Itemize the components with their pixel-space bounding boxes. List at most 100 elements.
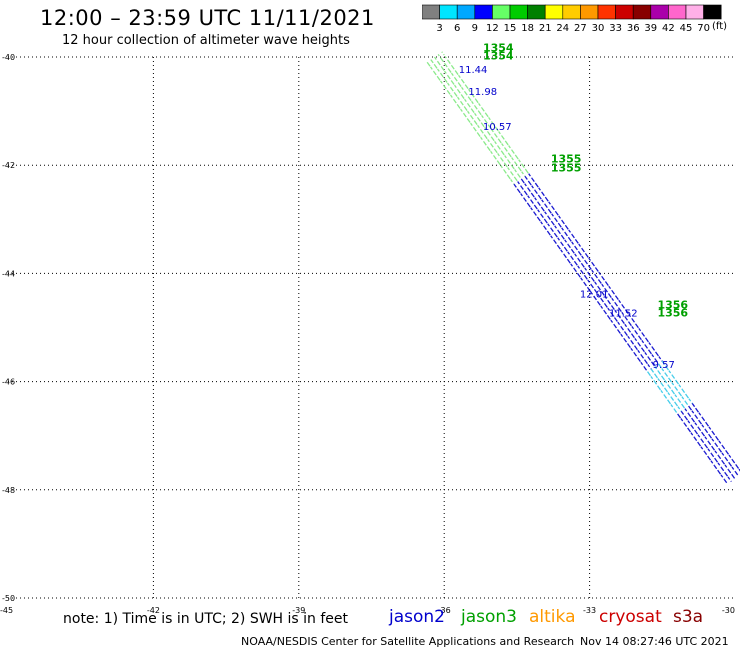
colorbar-tick-label: 18 <box>521 23 534 34</box>
track-segment <box>490 136 496 142</box>
track-segment <box>601 283 606 290</box>
colorbar-tick-label: 30 <box>592 23 605 34</box>
track-segment <box>534 189 539 196</box>
track-segment <box>450 87 455 93</box>
track-segment <box>513 176 519 182</box>
track-segment <box>590 291 595 298</box>
track-segment <box>714 443 720 449</box>
track-segment <box>544 196 550 203</box>
track-segment <box>526 202 532 208</box>
track-segment <box>630 347 635 354</box>
track-segment <box>436 75 442 82</box>
track-segment <box>570 248 576 255</box>
track-segment <box>677 406 682 412</box>
track-segment <box>601 276 606 282</box>
track-segment <box>591 262 596 268</box>
track-segment <box>538 187 543 193</box>
track-segment <box>644 337 650 343</box>
track-segment <box>647 349 653 355</box>
track-segment <box>687 420 692 426</box>
track-segment <box>501 143 506 149</box>
track-segment <box>580 277 585 283</box>
track-segment <box>650 375 655 382</box>
track-segment <box>456 104 462 110</box>
track-segment <box>467 103 472 109</box>
track-segment <box>606 315 612 321</box>
track-segment <box>720 467 726 473</box>
track-segment <box>450 72 456 79</box>
track-segment <box>711 431 717 437</box>
legend-jason2: jason2 <box>389 607 445 627</box>
track-segment <box>580 270 585 276</box>
track-segment <box>717 455 723 461</box>
track-segment <box>670 404 675 410</box>
track-segment <box>647 371 652 377</box>
track-segment <box>533 204 539 211</box>
track-segment <box>551 213 556 219</box>
track-segment <box>687 412 693 419</box>
track-segment <box>463 106 469 112</box>
track-segment <box>537 194 543 201</box>
time-annotation: 1354 <box>483 50 514 63</box>
colorbar-tick-label: 6 <box>454 23 460 34</box>
track-segment <box>593 288 599 295</box>
track-segment <box>724 464 729 470</box>
track-segment <box>724 471 729 478</box>
track-segment <box>657 370 663 377</box>
track-segment <box>564 239 569 245</box>
track-segment <box>511 149 516 156</box>
track-segment <box>594 267 600 273</box>
legend-altika: altika <box>529 607 576 627</box>
track-segment <box>590 276 596 283</box>
track-segment <box>484 119 489 126</box>
track-segment <box>587 279 592 286</box>
track-segment <box>596 300 602 307</box>
track-segment <box>447 68 453 74</box>
track-segment <box>685 393 690 400</box>
track-segment <box>637 342 643 349</box>
track-segment <box>624 323 629 330</box>
track-segment <box>458 74 463 81</box>
track-segment <box>593 296 598 302</box>
track-segment <box>668 377 673 383</box>
track-segment <box>528 173 533 179</box>
track-segment <box>724 457 730 463</box>
track-segment <box>641 340 646 346</box>
track-segment <box>500 164 505 171</box>
track-segment <box>474 112 479 119</box>
track-segment <box>664 387 669 393</box>
track-segment <box>516 188 522 194</box>
track-segment <box>474 105 479 112</box>
track-segment <box>447 60 453 67</box>
y-tick-label: -40 <box>2 53 15 62</box>
track-segment <box>517 173 522 180</box>
track-segment <box>547 216 552 222</box>
swh-value-label: 10.57 <box>483 122 512 133</box>
track-segment <box>531 185 536 191</box>
track-segment <box>547 208 553 215</box>
track-segment <box>594 274 599 280</box>
track-segment <box>661 368 666 374</box>
track-segment <box>440 58 446 65</box>
track-segment <box>550 220 556 227</box>
track-segment <box>680 418 685 424</box>
track-segment <box>670 396 676 403</box>
track-segment <box>660 390 665 396</box>
track-segment <box>464 91 469 97</box>
track-segment <box>604 288 609 294</box>
track-segment <box>567 244 572 250</box>
track-segment <box>721 445 727 451</box>
track-segment <box>484 112 490 118</box>
track-segment <box>450 94 455 101</box>
track-segment <box>510 171 515 178</box>
colorbar-tick-label: 42 <box>662 23 675 34</box>
track-segment <box>624 316 630 323</box>
track-segment <box>694 415 700 421</box>
track-segment <box>504 140 510 146</box>
track-segment <box>443 85 448 91</box>
track-segment <box>731 459 737 465</box>
track-segment <box>687 427 692 434</box>
track-segment <box>654 366 659 372</box>
track-segment <box>494 126 500 132</box>
track-segment <box>460 108 465 115</box>
